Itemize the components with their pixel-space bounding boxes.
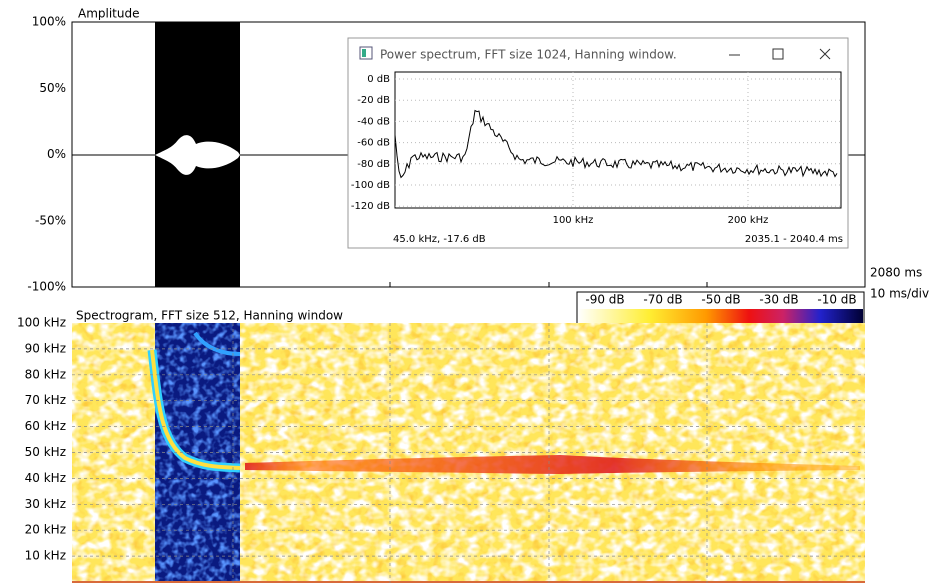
color-scale-label: -10 dB xyxy=(817,293,856,307)
frequency-label: 90 kHz xyxy=(25,341,66,355)
db-label: -20 dB xyxy=(357,95,390,106)
color-scale-bar xyxy=(578,309,863,324)
color-scale-label: -90 dB xyxy=(585,293,624,307)
frequency-label: 10 kHz xyxy=(25,549,66,563)
frequency-label: 80 kHz xyxy=(25,367,66,381)
db-label: -100 dB xyxy=(351,180,390,191)
khz-label: 200 kHz xyxy=(728,215,769,226)
window-body xyxy=(349,70,847,247)
window-title: Power spectrum, FFT size 1024, Hanning w… xyxy=(380,48,677,62)
harmonic-trace xyxy=(193,331,241,356)
frequency-label: 40 kHz xyxy=(25,471,66,485)
amplitude-label: -50% xyxy=(35,213,66,227)
call-echo-band xyxy=(245,455,860,474)
amplitude-label: 0% xyxy=(47,147,66,161)
waveform-signal xyxy=(155,135,240,175)
frequency-label: 50 kHz xyxy=(25,445,66,459)
frequency-label: 60 kHz xyxy=(25,419,66,433)
selection-texture xyxy=(155,323,240,583)
close-button[interactable] xyxy=(819,48,831,60)
amplitude-label: -100% xyxy=(27,280,66,294)
amplitude-label: 100% xyxy=(32,15,66,29)
db-label: -120 dB xyxy=(351,201,390,212)
color-scale-label: -50 dB xyxy=(701,293,740,307)
khz-label: 100 kHz xyxy=(553,215,594,226)
db-label: -80 dB xyxy=(357,159,390,170)
cursor-readout: 45.0 kHz, -17.6 dB xyxy=(393,234,486,245)
db-label: 0 dB xyxy=(367,74,390,85)
spectrogram-title: Spectrogram, FFT size 512, Hanning windo… xyxy=(76,309,343,323)
time-end: 2080 ms xyxy=(870,266,922,280)
power-spectrum-window[interactable]: Power spectrum, FFT size 1024, Hanning w… xyxy=(347,37,849,249)
spectrum-grid xyxy=(395,72,841,208)
maximize-button[interactable] xyxy=(772,48,784,60)
frequency-label: 20 kHz xyxy=(25,523,66,537)
spectrum-curve xyxy=(394,109,838,179)
spectrogram-grid xyxy=(72,323,865,583)
frequency-label: 100 kHz xyxy=(17,316,66,330)
call-trace-core xyxy=(150,349,241,470)
color-scale-label: -30 dB xyxy=(759,293,798,307)
time-scale: 10 ms/div xyxy=(870,287,929,301)
frequency-label: 70 kHz xyxy=(25,393,66,407)
time-range: 2035.1 - 2040.4 ms xyxy=(745,234,843,245)
frequency-label: 30 kHz xyxy=(25,497,66,511)
window-icon xyxy=(362,49,366,57)
db-label: -40 dB xyxy=(357,116,390,127)
db-label: -60 dB xyxy=(357,138,390,149)
time-ticks xyxy=(232,282,866,287)
color-scale-label: -70 dB xyxy=(643,293,682,307)
amplitude-label: 50% xyxy=(39,81,66,95)
waveform-title: Amplitude xyxy=(78,7,140,21)
